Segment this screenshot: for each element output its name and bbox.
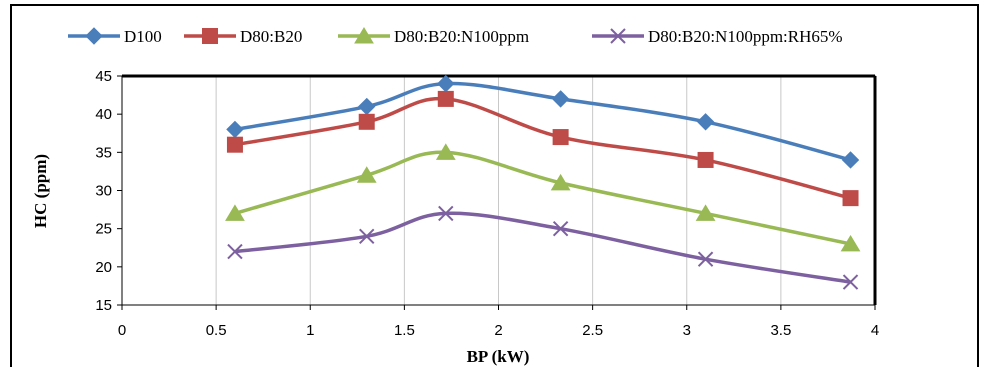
data-point xyxy=(435,143,456,160)
data-point xyxy=(225,204,245,221)
data-point xyxy=(358,113,375,130)
y-tick-label: 45 xyxy=(95,68,112,85)
legend-marker xyxy=(85,27,103,45)
y-tick-label: 30 xyxy=(95,183,112,200)
x-tick-label: 2.5 xyxy=(582,322,603,339)
x-axis-title: BP (kW) xyxy=(467,347,530,366)
legend-label: D100 xyxy=(124,27,162,46)
y-tick-label: 25 xyxy=(95,221,112,238)
series-3 xyxy=(225,143,861,252)
data-point xyxy=(356,166,377,183)
legend-label: D80:B20 xyxy=(240,27,302,46)
data-point xyxy=(226,120,244,139)
series-1 xyxy=(226,74,860,169)
legend-marker xyxy=(610,28,626,44)
data-point xyxy=(437,90,454,107)
x-tick-label: 0.5 xyxy=(206,322,227,339)
legend-marker xyxy=(202,28,218,44)
x-tick-label: 2 xyxy=(494,322,502,339)
x-tick-label: 4 xyxy=(871,322,879,339)
data-point xyxy=(841,151,860,169)
series-line xyxy=(234,81,851,162)
axis-layer: 0 0.5 1 1.5 2 2.5 3 3.5 4 15 20 25 30 35 40 45 xyxy=(95,68,879,339)
data-point xyxy=(438,205,454,222)
y-tick-label: 20 xyxy=(95,259,112,276)
chart-frame xyxy=(10,4,979,367)
legend-label: D80:B20:N100ppm xyxy=(394,27,529,46)
data-point xyxy=(552,220,569,237)
data-point xyxy=(358,97,376,116)
legend-item-1: D100 xyxy=(68,27,162,46)
data-point xyxy=(842,190,859,207)
data-point xyxy=(697,151,714,168)
legend: D100 D80:B20 D80:B20:N100ppm D80:B20:N100pp… xyxy=(68,27,843,46)
x-tick-label: 1 xyxy=(306,322,314,339)
y-axis-title: HC (ppm) xyxy=(31,154,50,228)
series-2 xyxy=(226,90,859,207)
x-tick-label: 1.5 xyxy=(394,322,415,339)
y-tick-label: 15 xyxy=(95,297,112,314)
data-point xyxy=(552,129,569,146)
data-point xyxy=(437,74,455,93)
legend-item-4: D80:B20:N100ppm:RH65% xyxy=(592,27,843,46)
data-point xyxy=(550,173,571,191)
series-line xyxy=(234,211,851,284)
data-point xyxy=(842,274,859,290)
series-line xyxy=(234,96,851,200)
data-point xyxy=(551,90,570,108)
x-tick-label: 3 xyxy=(683,322,691,339)
data-point xyxy=(697,251,714,267)
series-line xyxy=(234,150,851,246)
y-tick-label: 35 xyxy=(95,144,112,161)
data-point xyxy=(696,113,715,131)
data-point xyxy=(840,234,861,252)
data-point xyxy=(226,136,243,153)
data-point xyxy=(695,204,716,221)
legend-item-3: D80:B20:N100ppm xyxy=(338,27,529,46)
x-tick-label: 0 xyxy=(118,322,126,339)
legend-item-2: D80:B20 xyxy=(184,27,302,46)
grid-layer xyxy=(215,76,782,305)
legend-marker xyxy=(354,27,374,44)
data-point xyxy=(227,243,243,260)
y-tick-label: 40 xyxy=(95,106,112,123)
data-point xyxy=(359,228,375,245)
legend-label: D80:B20:N100ppm:RH65% xyxy=(648,27,843,46)
series-layer xyxy=(225,74,861,290)
series-4 xyxy=(227,205,859,290)
x-tick-label: 3.5 xyxy=(770,322,791,339)
